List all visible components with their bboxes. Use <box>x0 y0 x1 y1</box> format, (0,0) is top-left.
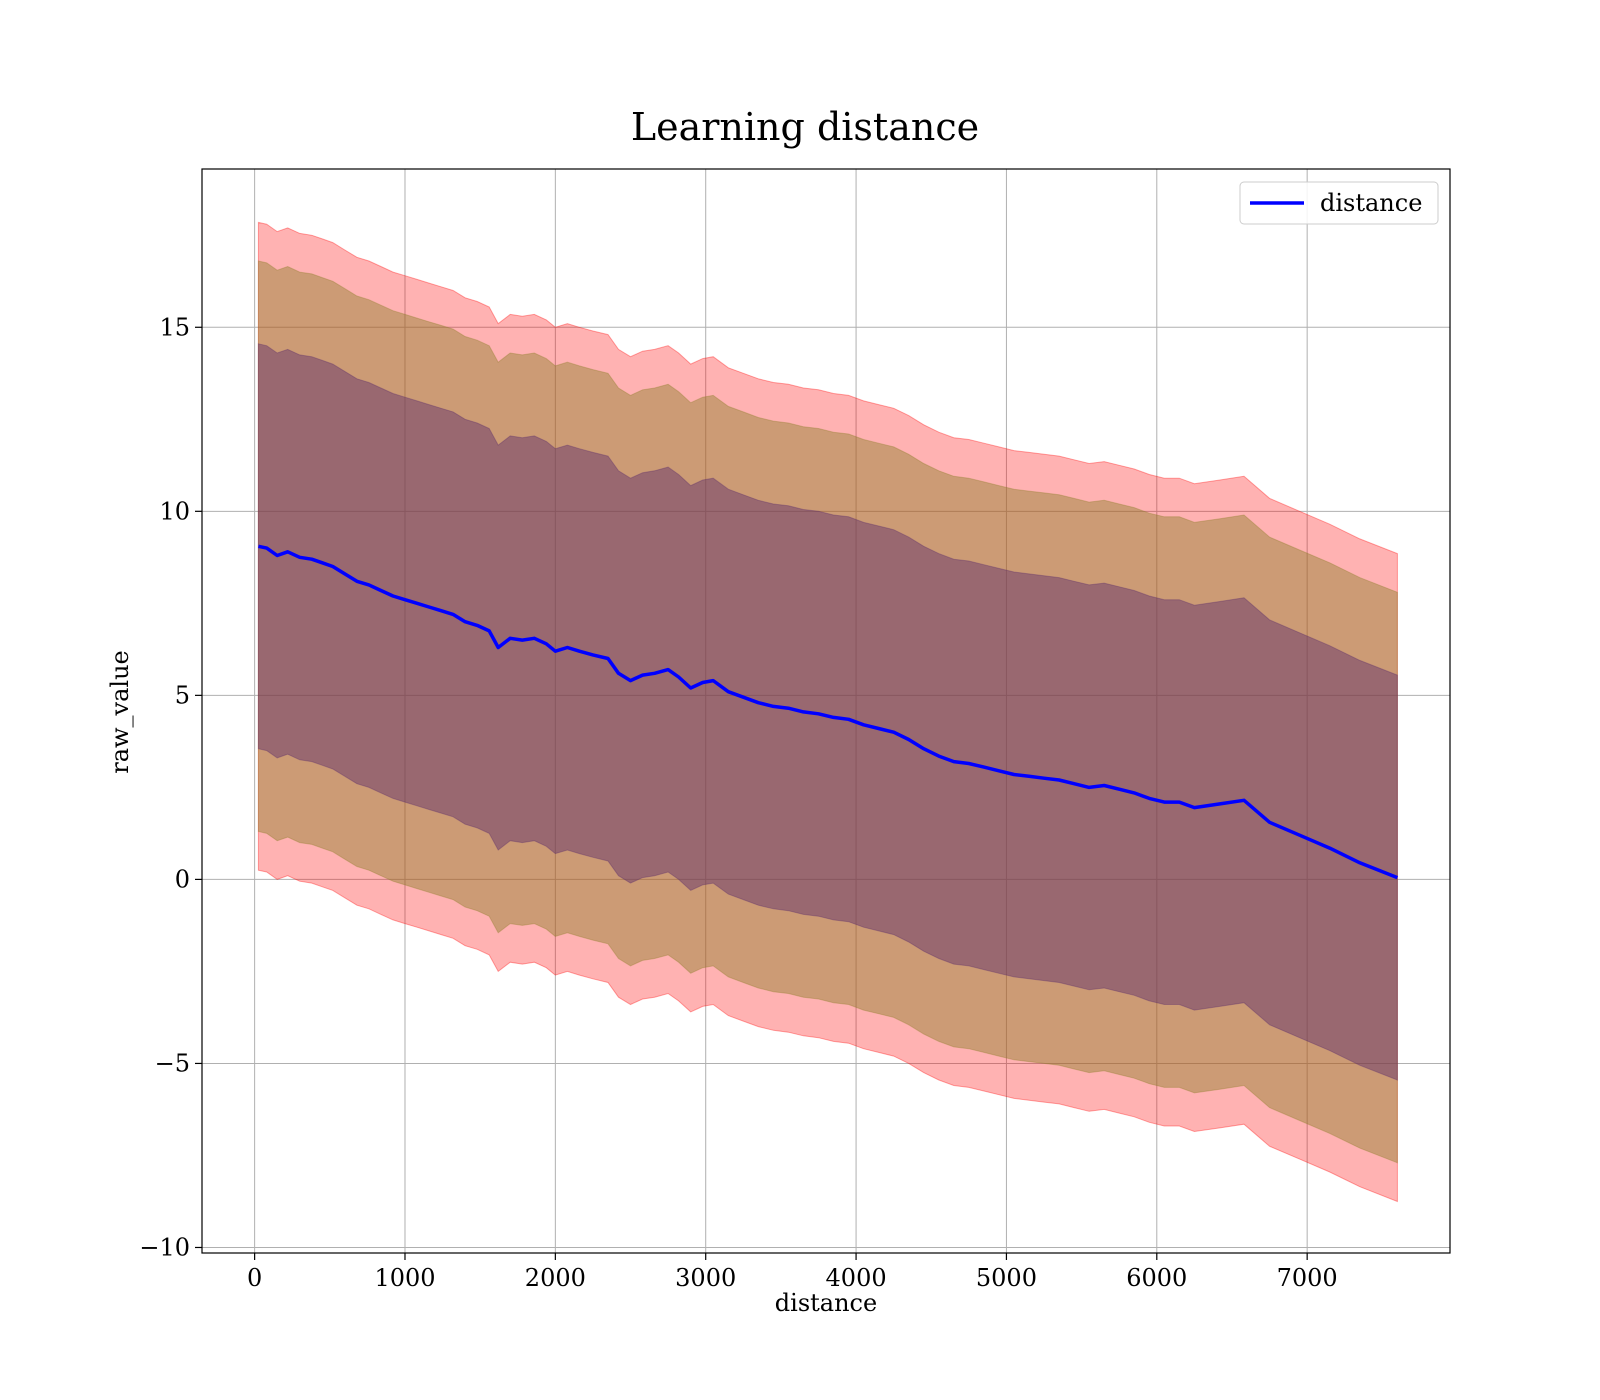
x-tick-label: 0 <box>247 1264 262 1292</box>
x-axis: 0 1000 2000 3000 4000 5000 6000 7000 <box>247 1253 1338 1292</box>
y-tick-label: 15 <box>159 313 190 341</box>
x-tick-label: 1000 <box>374 1264 435 1292</box>
y-tick-label: 0 <box>175 865 190 893</box>
y-axis: −10 −5 0 5 10 15 <box>139 313 202 1261</box>
series-line-distance <box>258 544 1399 880</box>
y-tick-label: 10 <box>159 497 190 525</box>
legend: distance <box>1239 181 1439 225</box>
x-tick-label: 7000 <box>1277 1264 1338 1292</box>
y-tick-label: −5 <box>155 1049 190 1077</box>
x-tick-label: 5000 <box>976 1264 1037 1292</box>
plot-frame <box>201 168 1451 1254</box>
legend-box <box>1239 181 1439 225</box>
series-lines <box>258 544 1399 880</box>
y-axis-label: raw_value <box>106 650 134 774</box>
confidence-band-2 <box>257 260 1398 1164</box>
bands <box>257 221 1398 1203</box>
x-tick-label: 4000 <box>826 1264 887 1292</box>
chart-title: Learning distance <box>631 105 979 149</box>
x-tick-label: 6000 <box>1126 1264 1187 1292</box>
x-axis-label: distance <box>775 1289 877 1317</box>
legend-label-distance: distance <box>1320 189 1422 217</box>
x-tick-label: 2000 <box>525 1264 586 1292</box>
grid <box>202 169 1450 1253</box>
y-tick-label: −10 <box>139 1233 190 1261</box>
confidence-band-1 <box>257 221 1398 1203</box>
confidence-band-3 <box>257 343 1398 1081</box>
x-tick-label: 3000 <box>675 1264 736 1292</box>
y-tick-label: 5 <box>175 681 190 709</box>
